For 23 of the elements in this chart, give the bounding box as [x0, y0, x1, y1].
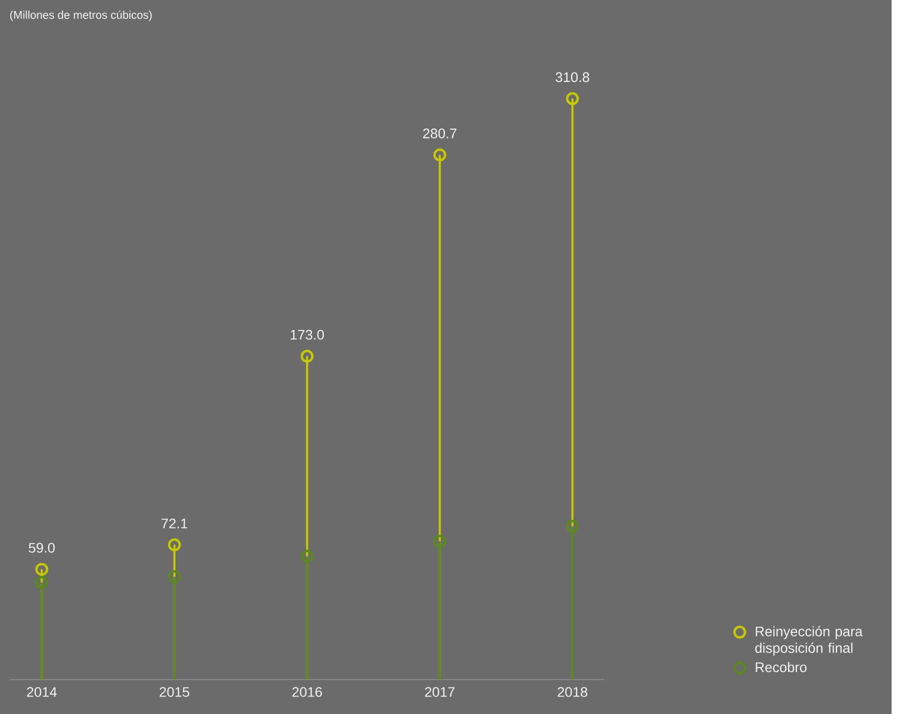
x-tick-label: 2017 [425, 686, 454, 697]
data-label: 72.1 [162, 518, 188, 528]
point [35, 562, 48, 576]
point [566, 520, 579, 533]
data-label: 59.0 [28, 542, 55, 553]
point [168, 538, 181, 552]
x-tick-label: 2018 [558, 686, 588, 697]
x-tick-label: 2014 [27, 686, 57, 697]
data-label: 173.0 [290, 330, 324, 340]
point [566, 92, 579, 105]
data-label: 280.7 [423, 128, 456, 138]
legend-label: Reinyección para disposición final [755, 626, 863, 656]
point [300, 350, 314, 363]
point [433, 148, 446, 162]
point [35, 576, 48, 589]
point [300, 550, 314, 563]
legend-label: Recobro [756, 662, 807, 672]
text: (Millones de metros cúbicos) [10, 10, 152, 21]
x-tick-label: 2016 [292, 686, 322, 697]
x-tick-label: 2015 [160, 686, 190, 697]
point [168, 570, 181, 584]
point [433, 534, 446, 548]
data-label: 310.8 [556, 72, 590, 82]
